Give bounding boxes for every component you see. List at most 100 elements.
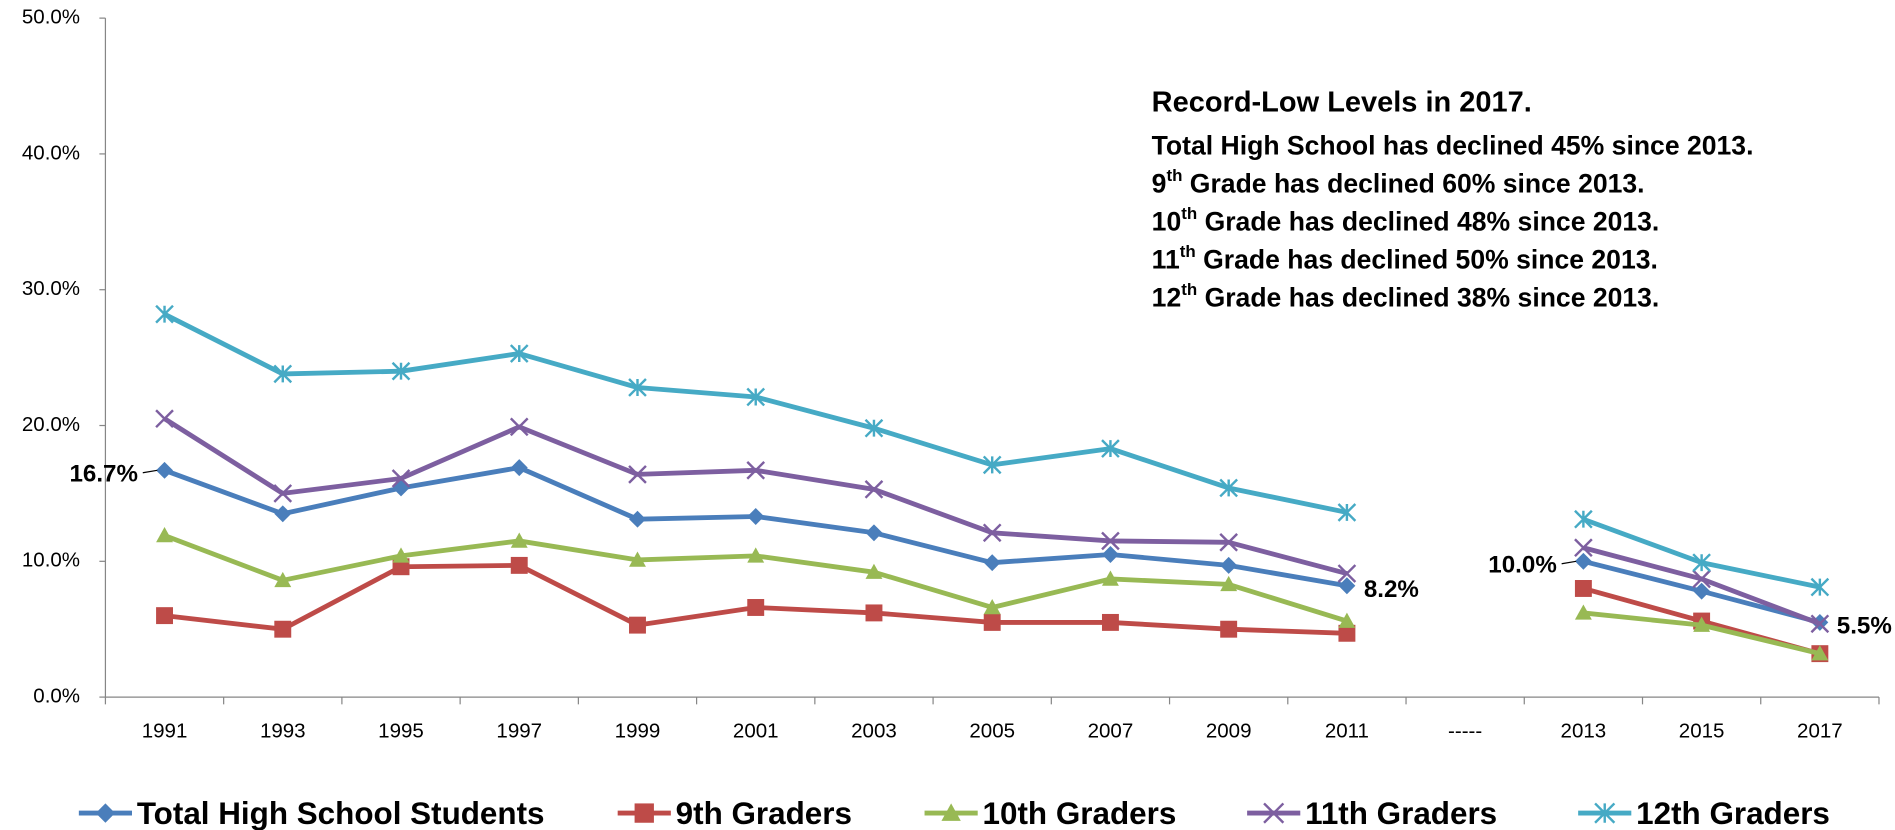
marker — [156, 461, 173, 479]
annotation-text: Grade has declined 48% since 2013. — [1197, 207, 1659, 237]
x-tick-label: 2003 — [851, 720, 897, 743]
marker — [983, 599, 1001, 615]
leader-line — [1561, 560, 1577, 565]
marker — [1693, 616, 1711, 632]
marker — [1338, 612, 1356, 628]
annotation: Record-Low Levels in 2017. Total High Sc… — [1152, 87, 1754, 313]
marker — [155, 304, 174, 324]
marker — [392, 547, 410, 563]
ordinal-number: 9 — [1152, 168, 1167, 198]
marker — [1337, 564, 1357, 583]
marker — [634, 803, 654, 823]
marker — [1811, 645, 1829, 661]
annotation-text: Grade has declined 38% since 2013. — [1197, 283, 1659, 313]
data-label: 16.7% — [69, 461, 138, 488]
legend-label: 12th Graders — [1636, 796, 1830, 830]
annotation-text: Grade has declined 50% since 2013. — [1196, 245, 1658, 275]
x-tick-label: ----- — [1448, 720, 1482, 743]
leader-line — [142, 469, 158, 474]
marker — [1101, 439, 1120, 458]
ordinal-number: 10 — [1152, 207, 1182, 237]
marker — [1263, 802, 1285, 824]
marker — [941, 803, 961, 821]
annotation-text: Grade has declined 60% since 2013. — [1182, 168, 1644, 198]
marker — [1692, 569, 1711, 589]
marker — [1810, 577, 1830, 597]
marker — [865, 524, 883, 542]
ordinal-suffix: th — [1181, 205, 1197, 224]
y-tick-label: 30.0% — [22, 277, 80, 300]
marker — [747, 547, 765, 563]
marker — [155, 409, 174, 429]
marker — [982, 523, 1002, 543]
marker — [747, 599, 765, 616]
marker — [628, 465, 647, 484]
marker — [95, 803, 116, 823]
annotation-text: Total High School has declined 45% since… — [1152, 130, 1754, 160]
marker — [864, 480, 884, 499]
marker — [1574, 509, 1593, 529]
marker — [628, 378, 647, 397]
x-tick-label: 1993 — [260, 720, 306, 743]
marker — [1219, 532, 1238, 552]
marker — [274, 505, 292, 523]
marker — [1101, 613, 1119, 631]
series-line — [163, 533, 1821, 656]
marker — [156, 527, 173, 543]
marker — [510, 459, 528, 477]
marker — [1101, 531, 1120, 551]
data-label: 8.2% — [1364, 576, 1419, 603]
data-label: 10.0% — [1488, 552, 1557, 579]
ordinal-number: 12 — [1152, 283, 1182, 313]
marker — [983, 613, 1001, 631]
legend-label: Total High School Students — [137, 796, 545, 830]
marker — [982, 455, 1002, 475]
y-tick-label: 40.0% — [22, 141, 80, 164]
annotation-line: 12th Grade has declined 38% since 2013. — [1152, 281, 1660, 313]
ordinal-suffix: th — [1166, 166, 1182, 185]
marker — [1101, 570, 1119, 586]
marker — [747, 508, 765, 525]
marker — [156, 607, 173, 625]
marker — [629, 551, 646, 567]
marker — [1220, 620, 1238, 638]
marker — [1220, 575, 1238, 592]
marker — [1693, 582, 1711, 600]
marker — [629, 616, 646, 634]
annotation-line: 11th Grade has declined 50% since 2013. — [1152, 243, 1658, 275]
marker — [629, 510, 646, 528]
marker — [1574, 604, 1592, 620]
marker — [391, 361, 411, 381]
marker — [1692, 553, 1711, 572]
marker — [510, 556, 528, 574]
marker — [746, 461, 766, 480]
ordinal-number: 11 — [1152, 245, 1180, 275]
x-tick-label: 2001 — [733, 720, 779, 743]
x-tick-label: 2017 — [1797, 720, 1843, 743]
x-tick-label: 2011 — [1325, 720, 1369, 743]
marker — [274, 620, 292, 638]
marker — [509, 344, 529, 363]
x-tick-label: 1999 — [615, 720, 661, 743]
legend-label: 9th Graders — [676, 796, 852, 830]
marker — [273, 484, 293, 503]
y-tick-label: 20.0% — [22, 413, 80, 436]
marker — [1219, 478, 1238, 498]
marker — [392, 479, 410, 497]
marker — [1574, 580, 1592, 597]
marker — [983, 554, 1001, 572]
marker — [864, 418, 884, 438]
marker — [274, 571, 292, 588]
y-tick-label: 0.0% — [33, 685, 80, 708]
ordinal-suffix: th — [1180, 243, 1196, 262]
series-line — [163, 416, 1821, 627]
marker — [509, 417, 529, 437]
annotation-line: Total High School has declined 45% since… — [1152, 130, 1754, 160]
marker — [865, 563, 883, 579]
marker — [1810, 614, 1830, 634]
x-tick-label: 2007 — [1088, 720, 1134, 743]
y-tick-label: 10.0% — [22, 549, 80, 572]
x-tick-label: 2015 — [1679, 720, 1725, 743]
marker — [273, 364, 293, 384]
